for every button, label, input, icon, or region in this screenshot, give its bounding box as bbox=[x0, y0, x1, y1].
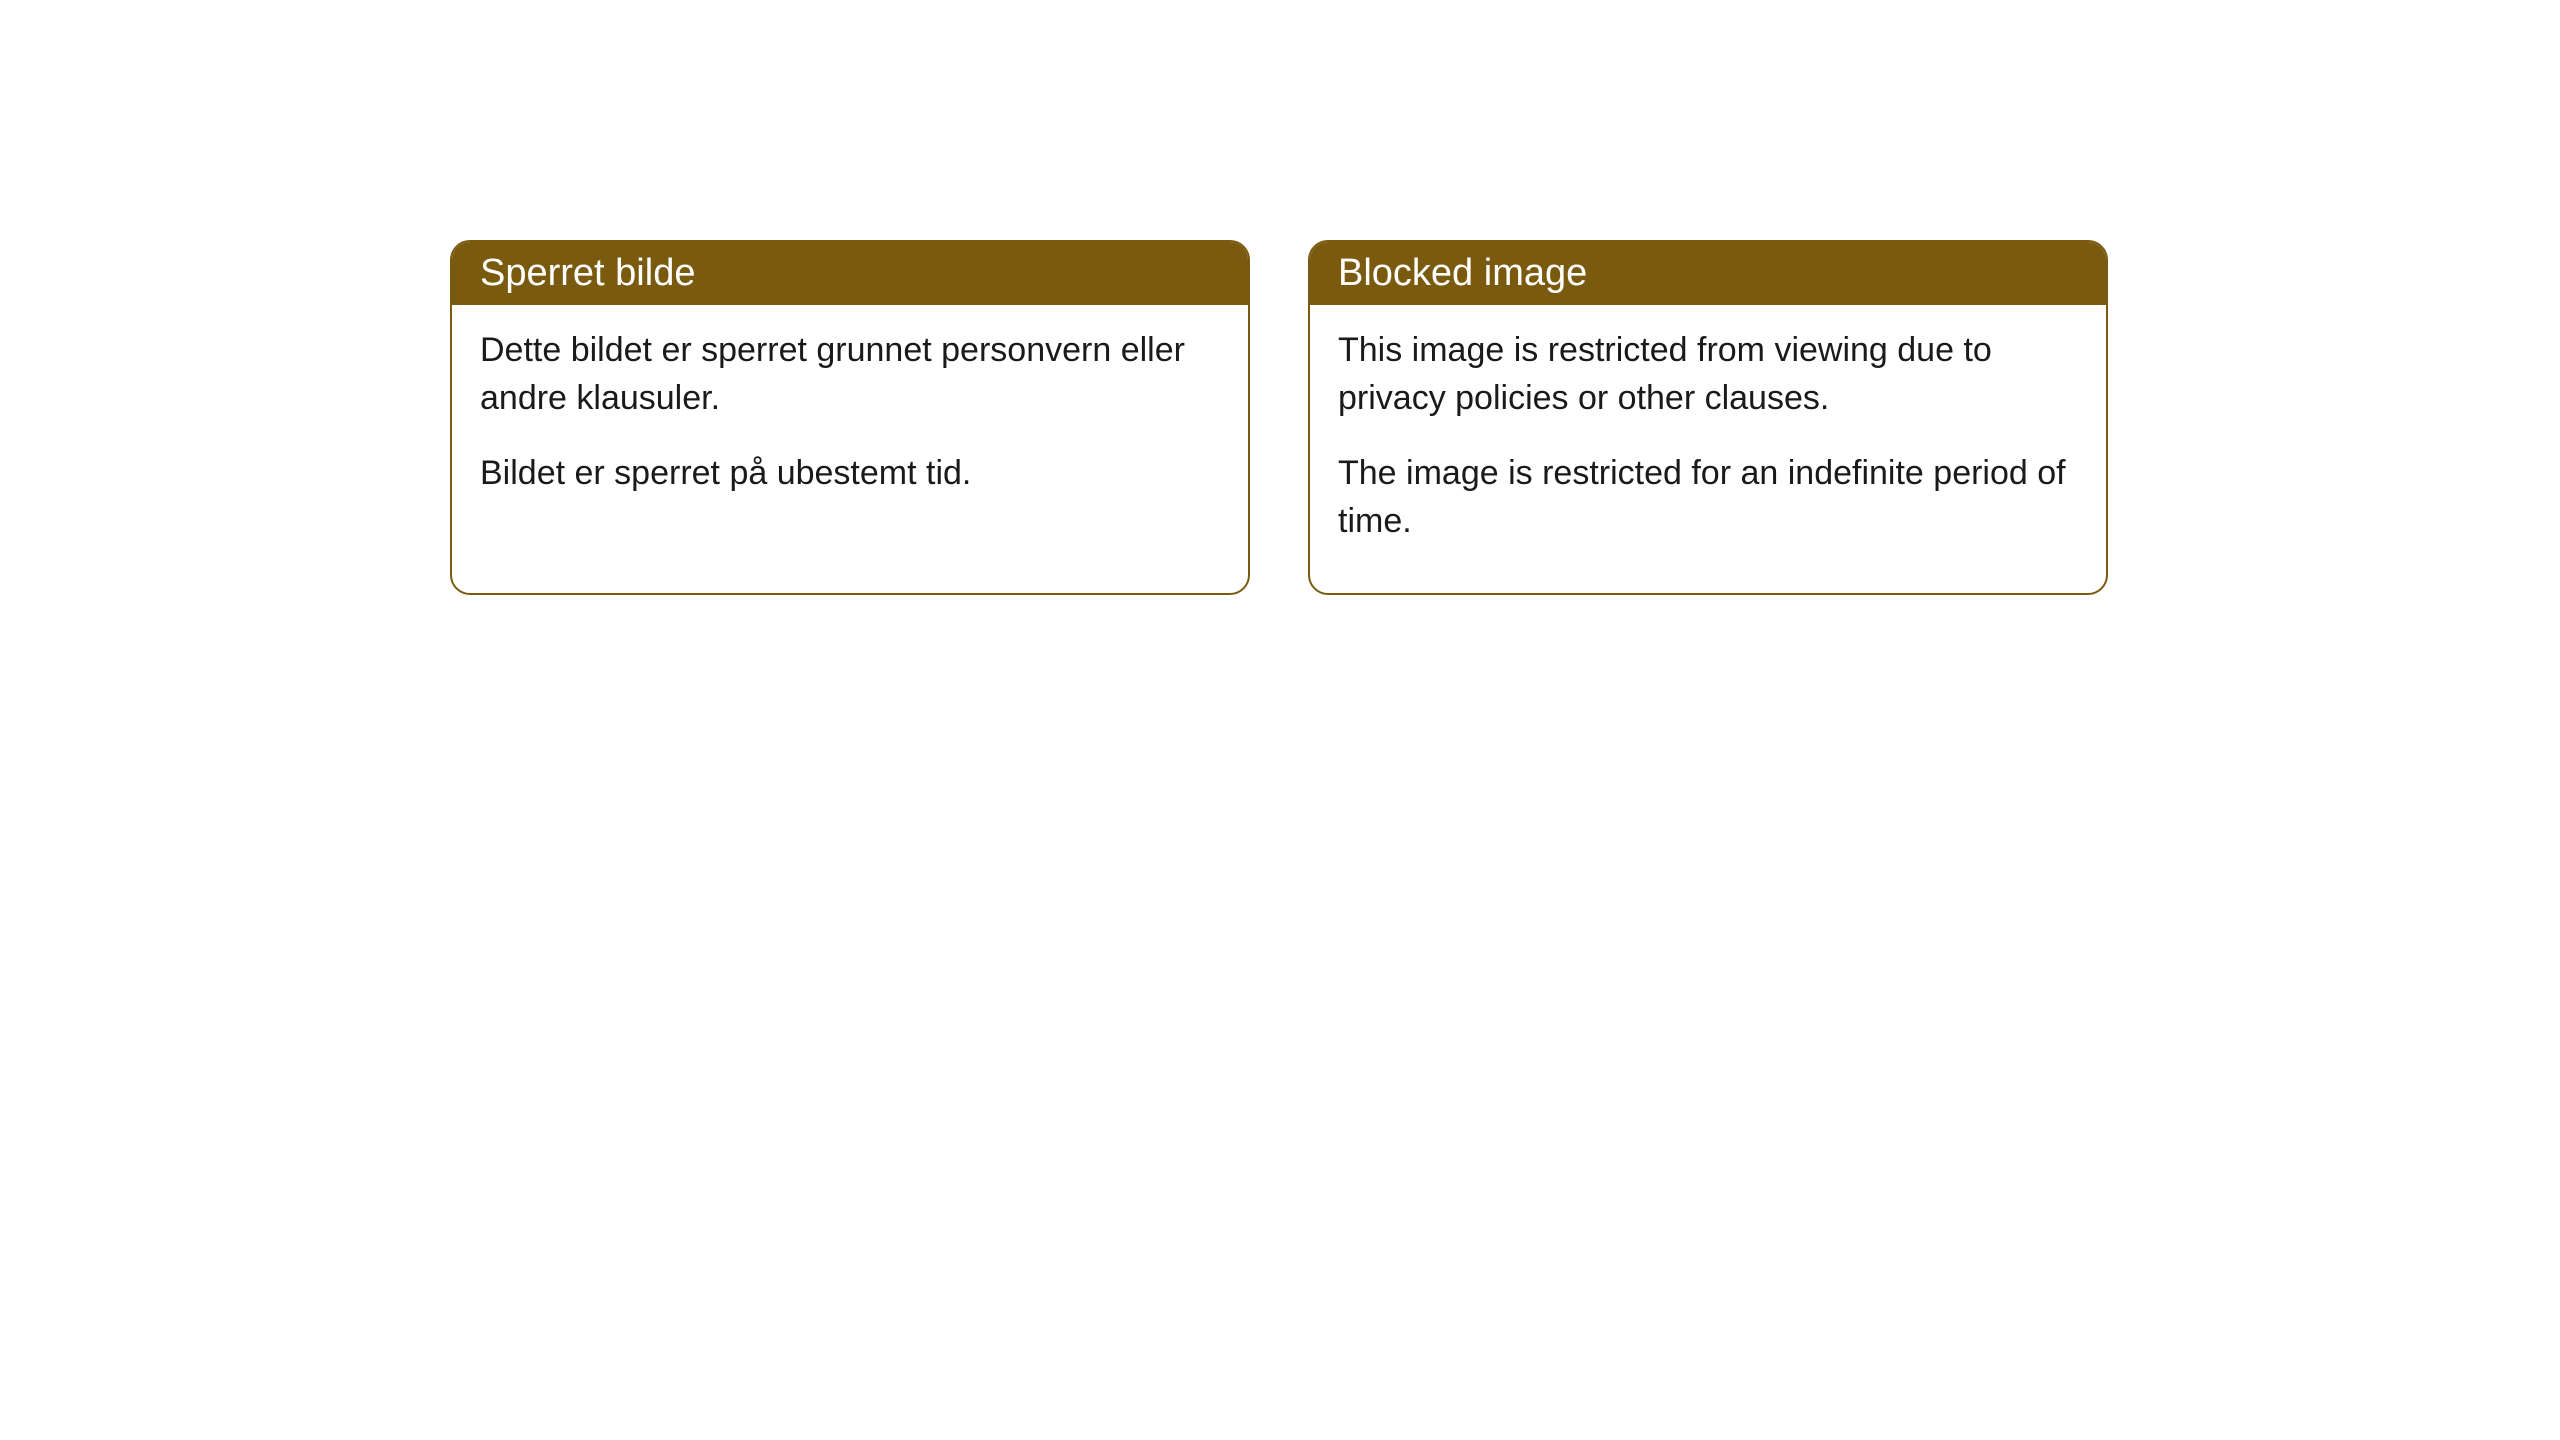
card-title: Sperret bilde bbox=[480, 252, 695, 294]
blocked-image-card-norwegian: Sperret bilde Dette bildet er sperret gr… bbox=[450, 240, 1250, 595]
card-paragraph: Bildet er sperret på ubestemt tid. bbox=[480, 450, 1220, 498]
card-title: Blocked image bbox=[1338, 252, 1587, 294]
card-paragraph: Dette bildet er sperret grunnet personve… bbox=[480, 327, 1220, 422]
blocked-image-card-english: Blocked image This image is restricted f… bbox=[1308, 240, 2108, 595]
card-header-norwegian: Sperret bilde bbox=[452, 242, 1248, 305]
card-body-norwegian: Dette bildet er sperret grunnet personve… bbox=[452, 305, 1248, 546]
card-paragraph: This image is restricted from viewing du… bbox=[1338, 327, 2078, 422]
card-header-english: Blocked image bbox=[1310, 242, 2106, 305]
card-body-english: This image is restricted from viewing du… bbox=[1310, 305, 2106, 593]
notice-container: Sperret bilde Dette bildet er sperret gr… bbox=[450, 240, 2108, 595]
card-paragraph: The image is restricted for an indefinit… bbox=[1338, 450, 2078, 545]
